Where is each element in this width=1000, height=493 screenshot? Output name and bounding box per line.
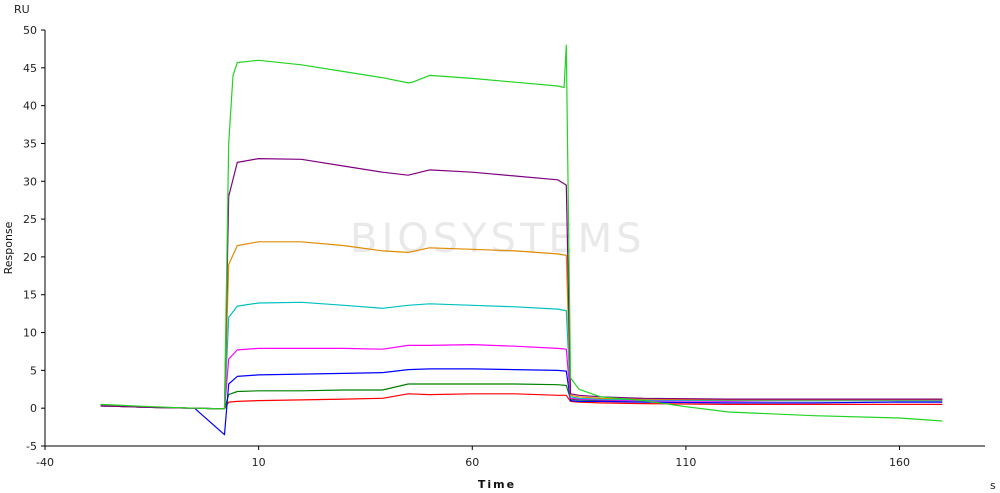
y-tick-label: 5 <box>30 364 37 377</box>
x-tick-label: -40 <box>36 456 54 469</box>
y-tick-label: 15 <box>23 289 37 302</box>
series-line-7 <box>100 158 943 410</box>
y-tick-label: 50 <box>23 24 37 37</box>
series-line-5 <box>100 301 943 410</box>
y-tick-label: 45 <box>23 62 37 75</box>
y-axis-title: Response <box>2 221 15 274</box>
series-line-6 <box>100 241 943 410</box>
y-tick-label: 0 <box>30 402 37 415</box>
y-unit-label: RU <box>14 3 30 16</box>
x-axis-title: Time <box>478 478 516 491</box>
x-tick-label: 10 <box>252 456 266 469</box>
tick-labels: -5 0 5 10 15 20 25 30 35 40 45 50 -40 10 60 110 160 <box>23 24 910 469</box>
series-line-8 <box>100 44 943 422</box>
y-tick-label: 10 <box>23 327 37 340</box>
series-line-1 <box>100 393 943 410</box>
x-tick-label: 110 <box>675 456 696 469</box>
y-tick-label: 40 <box>23 100 37 113</box>
x-unit-label: s <box>990 479 996 492</box>
axes <box>41 29 985 450</box>
x-tick-label: 160 <box>889 456 910 469</box>
y-tick-label: 25 <box>23 213 37 226</box>
series-group <box>100 44 943 436</box>
y-tick-label: -5 <box>26 440 37 453</box>
y-tick-label: 20 <box>23 251 37 264</box>
series-line-4 <box>100 344 943 410</box>
watermark-text: BIOSYSTEMS <box>350 216 646 262</box>
y-tick-label: 30 <box>23 175 37 188</box>
y-tick-label: 35 <box>23 137 37 150</box>
x-tick-label: 60 <box>465 456 479 469</box>
